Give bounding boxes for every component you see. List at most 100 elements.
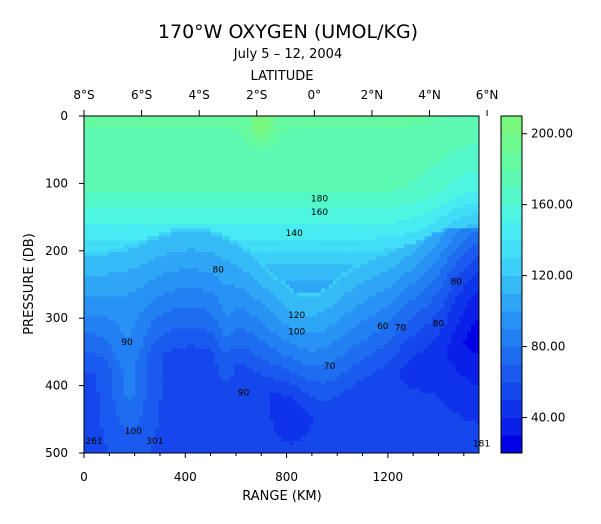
field-cell bbox=[301, 128, 306, 133]
field-cell bbox=[151, 224, 156, 229]
field-cell bbox=[155, 152, 160, 157]
field-cell bbox=[372, 252, 377, 258]
field-cell bbox=[289, 140, 294, 145]
field-cell bbox=[230, 128, 235, 133]
field-cell bbox=[463, 284, 468, 290]
field-cell bbox=[372, 256, 377, 262]
field-cell bbox=[459, 164, 464, 169]
field-cell bbox=[376, 188, 381, 193]
field-cell bbox=[166, 140, 172, 145]
field-cell bbox=[321, 304, 326, 310]
field-cell bbox=[143, 124, 148, 129]
field-cell bbox=[242, 260, 247, 266]
field-cell bbox=[328, 308, 334, 314]
field-cell bbox=[234, 132, 239, 137]
field-cell bbox=[253, 180, 259, 185]
field-cell bbox=[455, 176, 460, 181]
field-cell bbox=[111, 176, 117, 181]
field-cell bbox=[103, 236, 109, 241]
field-cell bbox=[277, 308, 283, 314]
field-cell bbox=[139, 124, 144, 129]
field-cell bbox=[317, 180, 322, 185]
field-cell bbox=[103, 148, 109, 153]
field-cell bbox=[190, 292, 196, 298]
field-cell bbox=[257, 260, 263, 266]
field-cell bbox=[265, 120, 271, 125]
field-cell bbox=[190, 144, 196, 149]
field-cell bbox=[249, 272, 255, 278]
field-cell bbox=[115, 232, 121, 237]
field-cell bbox=[403, 272, 409, 278]
field-cell bbox=[317, 232, 322, 237]
field-cell bbox=[87, 156, 93, 161]
field-cell bbox=[407, 196, 413, 201]
field-cell bbox=[471, 268, 476, 274]
field-cell bbox=[119, 212, 125, 217]
field-cell bbox=[182, 132, 188, 137]
field-cell bbox=[119, 296, 125, 302]
field-cell bbox=[435, 136, 441, 141]
field-cell bbox=[103, 192, 109, 197]
field-cell bbox=[336, 196, 342, 201]
field-cell bbox=[234, 212, 239, 217]
field-cell bbox=[360, 232, 366, 237]
field-cell bbox=[368, 172, 373, 177]
field-cell bbox=[352, 304, 358, 310]
field-cell bbox=[174, 276, 180, 282]
field-cell bbox=[364, 136, 369, 141]
field-cell bbox=[238, 256, 243, 262]
field-cell bbox=[285, 288, 290, 294]
field-cell bbox=[230, 308, 235, 314]
field-cell bbox=[447, 156, 452, 161]
field-cell bbox=[253, 216, 259, 221]
field-cell bbox=[242, 232, 247, 237]
field-cell bbox=[392, 216, 397, 221]
field-cell bbox=[159, 244, 164, 249]
field-cell bbox=[222, 152, 227, 157]
field-cell bbox=[285, 140, 290, 145]
field-cell bbox=[407, 188, 413, 193]
field-cell bbox=[305, 128, 310, 133]
field-cell bbox=[119, 292, 125, 298]
field-cell bbox=[447, 164, 452, 169]
field-cell bbox=[305, 120, 310, 125]
field-cell bbox=[403, 300, 409, 306]
field-cell bbox=[163, 148, 168, 153]
field-cell bbox=[297, 212, 302, 217]
field-cell bbox=[115, 140, 121, 145]
field-cell bbox=[463, 192, 468, 197]
field-cell bbox=[202, 136, 208, 141]
field-cell bbox=[210, 236, 215, 241]
field-cell bbox=[360, 196, 366, 201]
field-cell bbox=[115, 244, 121, 249]
field-cell bbox=[364, 272, 369, 278]
field-cell bbox=[91, 160, 97, 165]
field-cell bbox=[269, 200, 275, 205]
field-cell bbox=[245, 200, 251, 205]
field-cell bbox=[186, 156, 192, 161]
field-cell bbox=[214, 272, 219, 278]
field-cell bbox=[103, 176, 109, 181]
field-cell bbox=[218, 296, 223, 302]
field-cell bbox=[423, 140, 429, 145]
field-cell bbox=[190, 296, 196, 302]
field-cell bbox=[340, 284, 346, 290]
field-cell bbox=[305, 240, 310, 245]
field-cell bbox=[210, 176, 215, 181]
field-cell bbox=[435, 160, 441, 165]
field-cell bbox=[459, 212, 464, 217]
field-cell bbox=[87, 288, 93, 294]
field-cell bbox=[328, 172, 334, 177]
field-cell bbox=[431, 172, 437, 177]
field-cell bbox=[202, 120, 208, 125]
field-cell bbox=[471, 276, 476, 282]
field-cell bbox=[265, 216, 271, 221]
field-cell bbox=[384, 200, 389, 205]
field-cell bbox=[182, 156, 188, 161]
field-cell bbox=[226, 300, 231, 306]
field-cell bbox=[463, 120, 468, 125]
field-cell bbox=[328, 192, 334, 197]
field-cell bbox=[265, 136, 271, 141]
field-cell bbox=[431, 152, 437, 157]
field-cell bbox=[234, 176, 239, 181]
